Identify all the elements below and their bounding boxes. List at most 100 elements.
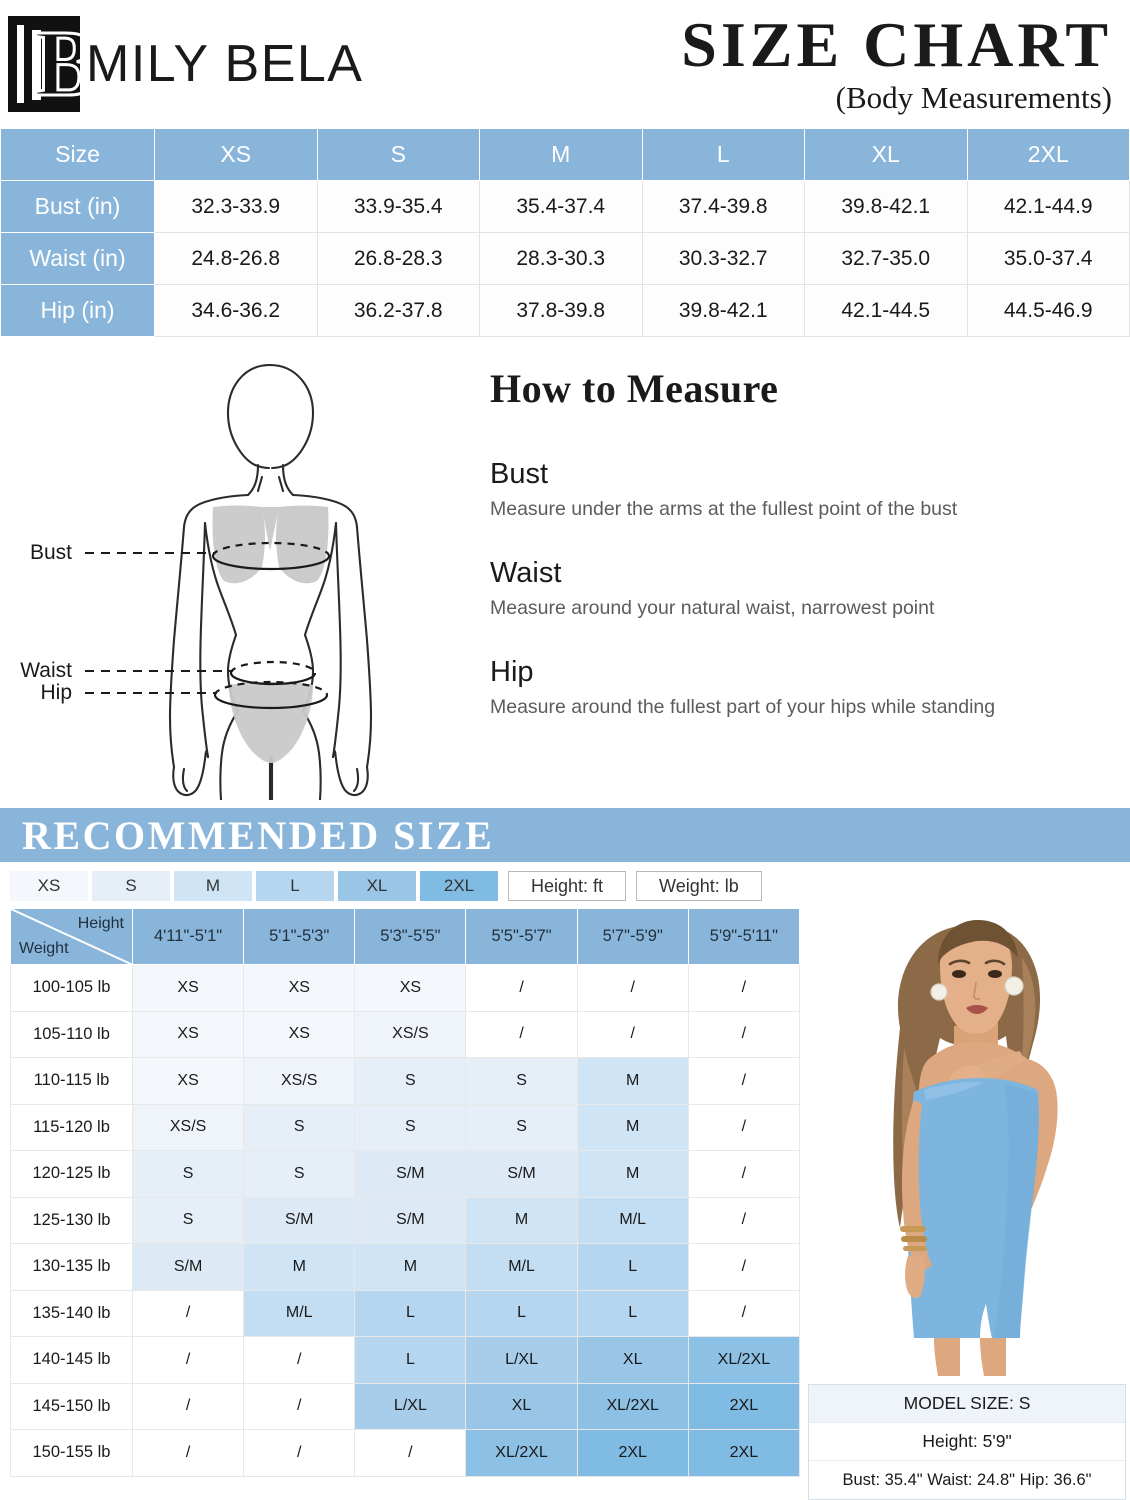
recommendation-cell: M/L [243, 1289, 356, 1337]
size-cell: 37.8-39.8 [479, 284, 643, 337]
model-measurements-row: Bust: 35.4" Waist: 24.8" Hip: 36.6" [842, 1470, 1092, 1489]
recommendation-cell: XS [131, 1057, 245, 1105]
recommendation-cell: S [243, 1103, 356, 1151]
recommendation-cell: L [465, 1289, 578, 1337]
recommendation-cell: XS/S [354, 1010, 467, 1058]
size-cell: 32.3-33.9 [154, 180, 318, 233]
recommendation-cell: / [687, 1010, 801, 1058]
measure-block-hip: Hip Measure around the fullest part of yo… [490, 656, 1130, 719]
recommendation-cell: M [576, 1150, 689, 1198]
weight-row-label: 100-105 lb [10, 964, 133, 1012]
model-panel: MODEL SIZE: S Height: 5'9" Bust: 35.4" W… [800, 908, 1130, 1500]
recommendation-row: 135-140 lb / M/L L L L / [10, 1289, 801, 1337]
brand-logo: B MILY BELA [8, 16, 364, 112]
recommendation-cell: / [687, 964, 801, 1012]
recommendation-corner-cell: Height Weight [10, 908, 133, 965]
height-column-header: 5'9"-5'11" [687, 908, 801, 965]
recommendation-cell: / [576, 964, 689, 1012]
page-title: SIZE CHART [681, 9, 1112, 80]
logo-letter-b: B [33, 16, 80, 112]
recommendation-cell: M [576, 1103, 689, 1151]
size-cell: 36.2-37.8 [316, 284, 480, 337]
legend-chip-2xl[interactable]: 2XL [420, 871, 498, 901]
recommendation-cell: S/M [131, 1243, 245, 1291]
recommendation-cell: / [243, 1336, 356, 1384]
legend-chip-xs[interactable]: XS [10, 871, 88, 901]
measure-description: Measure around your natural waist, narro… [490, 597, 935, 619]
recommendation-cell: S [131, 1196, 245, 1244]
size-col-size: Size [0, 128, 155, 181]
recommendation-table: Height Weight 4'11"-5'1" 5'1"-5'3" 5'3"-5'5"… [10, 908, 801, 1477]
measure-block-waist: Waist Measure around your natural waist, … [490, 557, 1130, 620]
height-unit-box[interactable]: Height: ft [508, 871, 627, 901]
recommendation-cell: / [243, 1429, 356, 1477]
recommendation-cell: 2XL [687, 1429, 801, 1477]
legend-chip-s[interactable]: S [92, 871, 170, 901]
weight-unit-box[interactable]: Weight: lb [636, 871, 762, 901]
recommendation-cell: S [131, 1150, 245, 1198]
legend-chip-xl[interactable]: XL [338, 871, 416, 901]
model-photo [808, 908, 1128, 1378]
legend-chip-m[interactable]: M [174, 871, 252, 901]
recommendation-row: 120-125 lb S S S/M S/M M / [10, 1150, 801, 1198]
recommendation-cell: XS [243, 1010, 356, 1058]
recommendation-cell: S [465, 1103, 578, 1151]
size-cell: 42.1-44.9 [966, 180, 1130, 233]
weight-row-label: 115-120 lb [10, 1103, 133, 1151]
recommendation-cell: M [465, 1196, 578, 1244]
size-cell: 44.5-46.9 [966, 284, 1130, 337]
recommendation-cell: / [687, 1243, 801, 1291]
recommendation-row: 130-135 lb S/M M M M/L L / [10, 1243, 801, 1291]
size-table-row: Hip (in) 34.6-36.2 36.2-37.8 37.8-39.8 39.8-… [0, 284, 1130, 337]
weight-row-label: 105-110 lb [10, 1010, 133, 1058]
size-table-header-row: Size XS S M L XL 2XL [0, 128, 1130, 181]
recommendation-cell: / [687, 1196, 801, 1244]
recommendation-cell: / [576, 1010, 689, 1058]
recommendation-cell: / [131, 1336, 245, 1384]
recommendation-cell: S [354, 1057, 467, 1105]
height-column-header: 4'11"-5'1" [131, 908, 245, 965]
size-cell: 24.8-26.8 [154, 232, 318, 285]
recommendation-cell: XS/S [131, 1103, 245, 1151]
recommendation-cell: L [576, 1243, 689, 1291]
how-to-measure-text: How to Measure Bust Measure under the arm… [480, 355, 1130, 802]
model-size-row: MODEL SIZE: S [809, 1385, 1125, 1423]
weight-row-label: 135-140 lb [10, 1289, 133, 1337]
recommendation-cell: / [687, 1057, 801, 1105]
height-column-header: 5'7"-5'9" [576, 908, 689, 965]
size-cell: 34.6-36.2 [154, 284, 318, 337]
measure-term: Hip [490, 656, 534, 688]
recommendation-table-wrapper: Height Weight 4'11"-5'1" 5'1"-5'3" 5'3"-5'5"… [0, 908, 801, 1477]
model-image [808, 908, 1128, 1378]
corner-height-label: Height [77, 915, 124, 932]
measure-term: Waist [490, 557, 562, 589]
recommendation-cell: / [131, 1289, 245, 1337]
recommendation-cell: S/M [354, 1150, 467, 1198]
corner-diagonal-icon [11, 909, 132, 965]
recommendation-cell: S [354, 1103, 467, 1151]
recommendation-cell: S/M [354, 1196, 467, 1244]
recommendation-cell: / [354, 1429, 467, 1477]
recommendation-row: 145-150 lb / / L/XL XL XL/2XL 2XL [10, 1382, 801, 1430]
figure-label-hip: Hip [40, 681, 72, 704]
recommendation-cell: / [243, 1382, 356, 1430]
recommendation-cell: L/XL [354, 1382, 467, 1430]
recommendation-cell: / [131, 1429, 245, 1477]
recommendation-cell: XS [131, 964, 245, 1012]
recommendation-row: 150-155 lb / / / XL/2XL 2XL 2XL [10, 1429, 801, 1477]
size-col-xs: XS [154, 128, 318, 181]
recommendation-cell: / [465, 1010, 578, 1058]
size-cell: 35.0-37.4 [966, 232, 1130, 285]
title-block: SIZE CHART (Body Measurements) [364, 12, 1121, 116]
recommendation-cell: XS [243, 964, 356, 1012]
size-table-row: Waist (in) 24.8-26.8 26.8-28.3 28.3-30.3 30.… [0, 232, 1130, 285]
recommendation-cell: XS/S [243, 1057, 356, 1105]
size-cell: 35.4-37.4 [479, 180, 643, 233]
legend-chip-l[interactable]: L [256, 871, 334, 901]
recommendation-cell: M/L [576, 1196, 689, 1244]
female-body-diagram-icon [85, 363, 373, 802]
size-cell: 33.9-35.4 [316, 180, 480, 233]
measure-term: Bust [490, 458, 549, 490]
weight-row-label: 120-125 lb [10, 1150, 133, 1198]
model-height-row: Height: 5'9" [809, 1423, 1125, 1461]
